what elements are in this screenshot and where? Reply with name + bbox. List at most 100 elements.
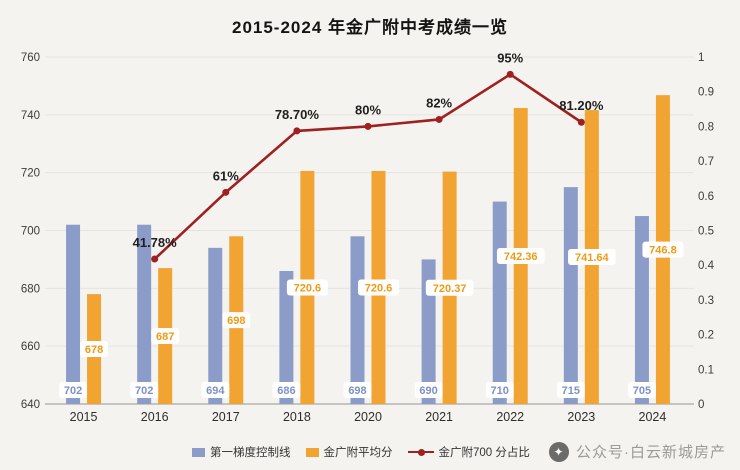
bar-label-box bbox=[556, 382, 585, 398]
bar-label-box bbox=[272, 382, 301, 398]
bar-label-box bbox=[485, 382, 514, 398]
ratio-point bbox=[151, 255, 159, 263]
legend-label-ratio: 金广附700 分占比 bbox=[438, 447, 530, 459]
x-axis-label: 2022 bbox=[496, 410, 524, 424]
bar-value-label: 698 bbox=[348, 385, 366, 397]
bar-value-label: 742.36 bbox=[504, 251, 538, 263]
bar-first-tier bbox=[279, 270, 294, 404]
bar-label-box bbox=[414, 382, 443, 398]
bar-first-tier bbox=[350, 236, 365, 404]
ratio-point bbox=[222, 188, 230, 196]
bar-label-box bbox=[425, 279, 474, 296]
bar-value-label: 702 bbox=[135, 385, 153, 397]
left-axis-tick-label: 700 bbox=[21, 226, 40, 238]
bar-label-box bbox=[201, 382, 230, 398]
left-axis-tick-label: 720 bbox=[21, 168, 40, 180]
legend-item-average: 金广附平均分 bbox=[305, 444, 393, 460]
bar-label-box bbox=[496, 248, 545, 265]
bar-first-tier bbox=[492, 201, 507, 404]
bar-label-box bbox=[343, 382, 372, 398]
bar-value-label: 698 bbox=[227, 315, 245, 327]
legend-line-swatch bbox=[407, 448, 434, 456]
legend-label-first-tier: 第一梯度控制线 bbox=[210, 447, 291, 459]
legend-line-dot bbox=[417, 448, 425, 456]
x-axis-label: 2016 bbox=[141, 410, 169, 424]
ratio-point bbox=[364, 122, 372, 130]
bar-label-box bbox=[286, 279, 328, 296]
bar-value-label: 705 bbox=[633, 385, 651, 397]
bar-value-label: 678 bbox=[85, 344, 103, 356]
x-axis-label: 2017 bbox=[212, 410, 240, 424]
bar-label-box bbox=[642, 241, 684, 258]
legend: 第一梯度控制线 金广附平均分 金广附700 分占比 bbox=[192, 444, 530, 460]
ratio-value-label: 41.78% bbox=[133, 235, 178, 250]
legend-item-ratio: 金广附700 分占比 bbox=[407, 444, 530, 460]
bar-value-label: 687 bbox=[156, 331, 174, 343]
watermark-text: 公众号·白云新城房产 bbox=[576, 444, 726, 461]
chart-title: 2015-2024 年金广附中考成绩一览 bbox=[231, 18, 509, 37]
ratio-value-label: 80% bbox=[355, 102, 381, 117]
bar-value-label: 715 bbox=[562, 385, 580, 397]
x-axis-label: 2020 bbox=[354, 410, 382, 424]
x-axis-label: 2021 bbox=[425, 410, 453, 424]
right-axis-tick-label: 0.8 bbox=[698, 121, 714, 133]
x-axis-label: 2018 bbox=[283, 410, 311, 424]
right-axis-tick-label: 0.5 bbox=[698, 226, 714, 238]
bar-label-box bbox=[151, 328, 180, 345]
bar-label-box bbox=[130, 382, 159, 398]
left-axis-tick-label: 640 bbox=[21, 399, 40, 411]
bar-value-label: 702 bbox=[64, 385, 82, 397]
right-axis-tick-label: 0.9 bbox=[698, 87, 714, 99]
bar-value-label: 741.64 bbox=[575, 252, 610, 264]
left-axis-tick-label: 660 bbox=[21, 341, 40, 353]
bar-label-box bbox=[80, 341, 108, 358]
bar-value-label: 720.37 bbox=[433, 283, 467, 295]
bar-value-label: 690 bbox=[419, 385, 437, 397]
right-axis-tick-label: 0.7 bbox=[698, 156, 714, 168]
bar-value-label: 686 bbox=[277, 385, 295, 397]
ratio-point bbox=[293, 127, 301, 135]
bar-value-label: 710 bbox=[491, 385, 509, 397]
bar-label-box bbox=[568, 249, 616, 266]
ratio-value-label: 81.20% bbox=[559, 98, 604, 113]
bar-first-tier bbox=[634, 216, 649, 404]
right-axis-tick-label: 0 bbox=[698, 399, 704, 411]
bar-first-tier bbox=[563, 187, 578, 404]
right-axis-tick-label: 0.2 bbox=[698, 330, 714, 342]
bar-label-box bbox=[222, 312, 251, 329]
ratio-value-label: 61% bbox=[213, 168, 239, 183]
legend-swatch-average bbox=[305, 447, 319, 457]
ratio-point bbox=[577, 118, 585, 126]
ratio-value-label: 95% bbox=[497, 50, 523, 65]
bar-first-tier bbox=[137, 224, 152, 404]
watermark: ✦ 公众号·白云新城房产 bbox=[549, 441, 726, 462]
right-axis-tick-label: 1 bbox=[698, 52, 704, 64]
legend-item-first-tier: 第一梯度控制线 bbox=[192, 444, 291, 460]
bar-label-box bbox=[628, 382, 656, 398]
bar-value-label: 720.6 bbox=[365, 282, 393, 294]
left-axis-tick-label: 680 bbox=[21, 283, 40, 295]
bar-label-box bbox=[358, 279, 399, 296]
bar-value-label: 720.6 bbox=[294, 282, 322, 294]
ratio-value-label: 78.70% bbox=[275, 107, 320, 122]
x-axis-label: 2015 bbox=[70, 410, 98, 424]
ratio-point bbox=[435, 115, 443, 123]
bar-label-box bbox=[59, 382, 87, 398]
bar-first-tier bbox=[208, 247, 223, 404]
left-axis-tick-label: 760 bbox=[21, 52, 40, 64]
ratio-point bbox=[506, 70, 514, 78]
compass-icon: ✦ bbox=[549, 441, 569, 462]
right-axis-tick-label: 0.1 bbox=[698, 364, 714, 376]
left-axis-tick-label: 740 bbox=[21, 110, 40, 122]
right-axis-tick-label: 0.4 bbox=[698, 260, 715, 272]
bar-first-tier bbox=[66, 224, 81, 404]
x-axis-label: 2023 bbox=[567, 410, 595, 424]
bar-value-label: 694 bbox=[206, 385, 225, 397]
legend-label-average: 金广附平均分 bbox=[323, 447, 393, 459]
ratio-value-label: 82% bbox=[426, 95, 452, 110]
bar-value-label: 746.8 bbox=[649, 245, 677, 257]
x-axis-label: 2024 bbox=[639, 410, 667, 424]
legend-swatch-first-tier bbox=[192, 447, 205, 457]
